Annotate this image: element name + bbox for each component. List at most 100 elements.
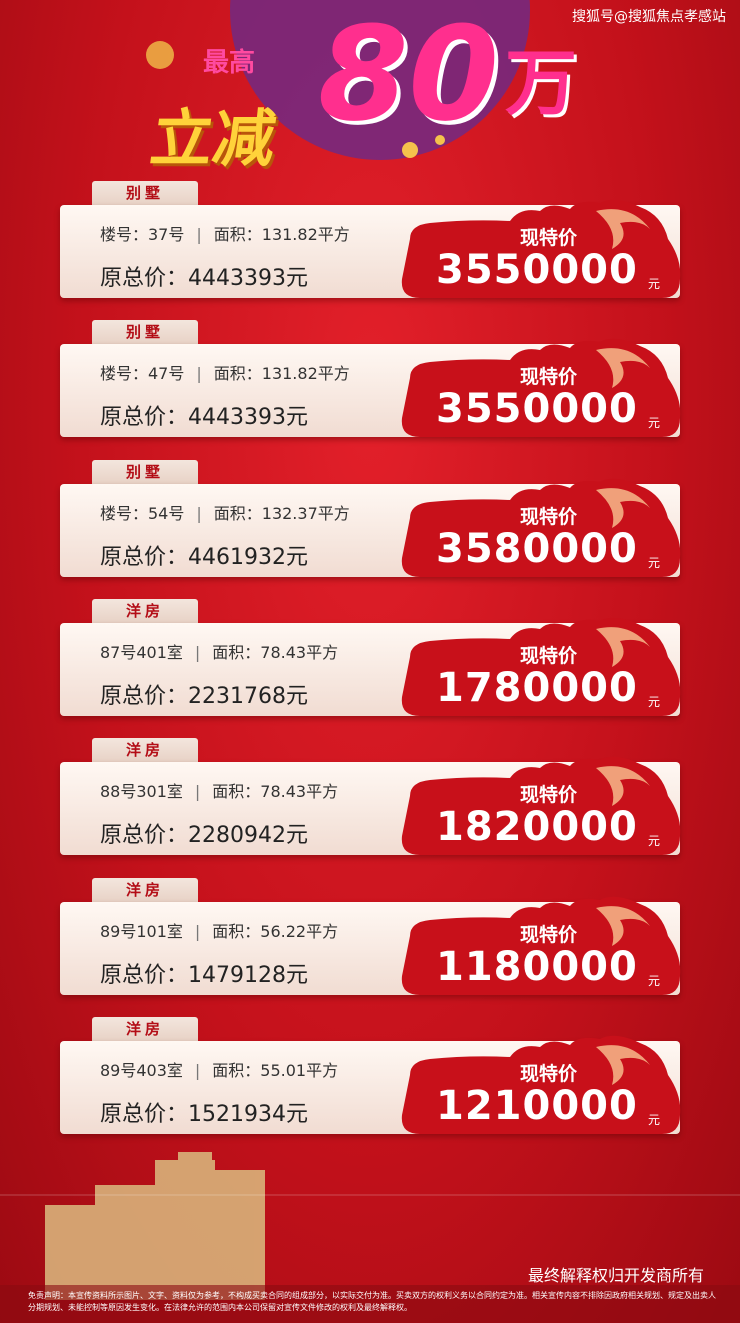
listing-tag: 别墅 (92, 459, 198, 484)
original-price: 4443393元 (188, 266, 308, 291)
headline-left: 立减 (146, 102, 281, 175)
unit: 87号401室 (100, 642, 183, 662)
unit-row: 89号101室 | 面积：56.22平方 (100, 918, 338, 942)
listing-card: 洋房 89号101室 | 面积：56.22平方原总价：1479128元 现特价 11800… (60, 877, 681, 995)
footer-note: 最终解释权归开发商所有 (527, 1266, 704, 1285)
separator: | (194, 782, 201, 802)
unit: 楼号：47号 (100, 364, 185, 384)
original-price: 4443393元 (188, 405, 308, 431)
unit-row: 87号401室 | 面积：78.43平方 (100, 639, 338, 663)
original-row: 原总价：4443393元 (100, 260, 308, 292)
special-price: 1780000 (436, 664, 638, 711)
listing-card: 洋房 88号301室 | 面积：78.43平方原总价：2280942元 现特价 18200… (60, 738, 681, 856)
headline-unit: 万 (505, 41, 578, 125)
original-label: 原总价： (100, 1101, 189, 1127)
headline-number: 80 (318, 0, 499, 150)
special-label: 现特价 (520, 644, 578, 667)
special-label: 现特价 (520, 1062, 578, 1085)
price-badge (401, 1035, 681, 1134)
area: 面积：56.22平方 (212, 921, 339, 941)
currency: 元 (648, 416, 661, 431)
special-label: 现特价 (520, 366, 578, 389)
currency: 元 (648, 1112, 661, 1127)
separator: | (196, 503, 202, 523)
price-badge (401, 896, 681, 995)
listing-tag: 洋房 (92, 738, 198, 763)
original-label: 原总价： (100, 823, 189, 849)
listing-card: 洋房 87号401室 | 面积：78.43平方原总价：2231768元 现特价 17800… (60, 598, 681, 716)
headline-top: 最高 (203, 48, 256, 78)
special-label: 现特价 (520, 227, 578, 249)
original-label: 原总价： (100, 266, 189, 291)
special-price: 3550000 (436, 386, 638, 433)
listing-tag: 洋房 (92, 598, 198, 623)
separator: | (194, 1060, 201, 1080)
listing-card: 洋房 89号403室 | 面积：55.01平方原总价：1521934元 现特价 12100… (60, 1016, 681, 1134)
original-price: 1479128元 (188, 962, 308, 988)
special-label: 现特价 (520, 505, 578, 528)
special-price: 1820000 (436, 804, 638, 851)
listing-tag: 别墅 (92, 320, 198, 345)
original-price: 2231768元 (188, 683, 308, 709)
unit: 89号403室 (100, 1060, 183, 1080)
currency: 元 (648, 973, 661, 988)
unit-row: 楼号：47号 | 面积：131.82平方 (100, 360, 350, 384)
original-row: 原总价：1479128元 (100, 957, 308, 989)
original-label: 原总价： (100, 683, 189, 709)
unit: 89号101室 (100, 921, 183, 941)
original-price: 2280942元 (188, 823, 308, 849)
original-label: 原总价： (100, 544, 189, 570)
price-badge (401, 617, 681, 716)
unit-row: 88号301室 | 面积：78.43平方 (100, 778, 338, 802)
original-row: 原总价：2280942元 (100, 817, 308, 849)
original-row: 原总价：1521934元 (100, 1096, 308, 1128)
original-row: 原总价：4461932元 (100, 539, 308, 571)
listing-card: 别墅楼号：54号 | 面积：132.37平方原总价：4461932元 现特价 35800… (60, 459, 681, 577)
listing-tag: 别墅 (92, 181, 198, 205)
original-row: 原总价：4443393元 (100, 399, 308, 431)
price-badge (401, 199, 681, 298)
special-price: 1210000 (436, 1082, 638, 1129)
special-price: 3580000 (436, 525, 638, 572)
area: 面积：131.82平方 (213, 225, 350, 244)
watermark: 搜狐号@搜狐焦点孝感站 (572, 9, 726, 25)
listing-card: 别墅楼号：47号 | 面积：131.82平方原总价：4443393元 现特价 35500… (60, 320, 681, 438)
original-label: 原总价： (100, 962, 189, 988)
price-badge (401, 478, 681, 577)
currency: 元 (648, 277, 661, 291)
separator: | (194, 642, 201, 662)
area: 面积：131.82平方 (213, 364, 350, 384)
area: 面积：55.01平方 (212, 1060, 339, 1080)
currency: 元 (648, 555, 661, 570)
listing-tag: 洋房 (92, 877, 198, 902)
area: 面积：132.37平方 (213, 503, 350, 523)
separator: | (196, 364, 202, 384)
unit-row: 89号403室 | 面积：55.01平方 (100, 1057, 338, 1081)
price-badge (401, 756, 681, 856)
unit: 88号301室 (100, 782, 183, 802)
special-label: 现特价 (520, 784, 578, 807)
original-row: 原总价：2231768元 (100, 678, 308, 710)
currency: 元 (648, 834, 661, 849)
separator: | (194, 921, 201, 941)
listing-card: 别墅楼号：37号 | 面积：131.82平方原总价：4443393元 现特价 35500… (60, 181, 681, 298)
original-price: 4461932元 (188, 544, 308, 570)
listing-tag: 洋房 (92, 1016, 198, 1041)
area: 面积：78.43平方 (212, 642, 339, 662)
separator: | (196, 225, 202, 244)
disclaimer: 免责声明：本宣传资料所示图片、文字、资料仅为参考，不构成买卖合同的组成部分，以实… (28, 1291, 716, 1312)
unit-row: 楼号：54号 | 面积：132.37平方 (100, 500, 350, 524)
price-badge (401, 339, 681, 438)
unit: 楼号：54号 (100, 503, 185, 523)
special-label: 现特价 (520, 923, 578, 946)
area: 面积：78.43平方 (212, 782, 339, 802)
special-price: 1180000 (436, 943, 638, 990)
original-label: 原总价： (100, 405, 189, 431)
unit: 楼号：37号 (100, 225, 185, 244)
special-price: 3550000 (436, 247, 638, 293)
unit-row: 楼号：37号 | 面积：131.82平方 (100, 221, 350, 245)
currency: 元 (648, 694, 661, 709)
original-price: 1521934元 (188, 1101, 308, 1127)
